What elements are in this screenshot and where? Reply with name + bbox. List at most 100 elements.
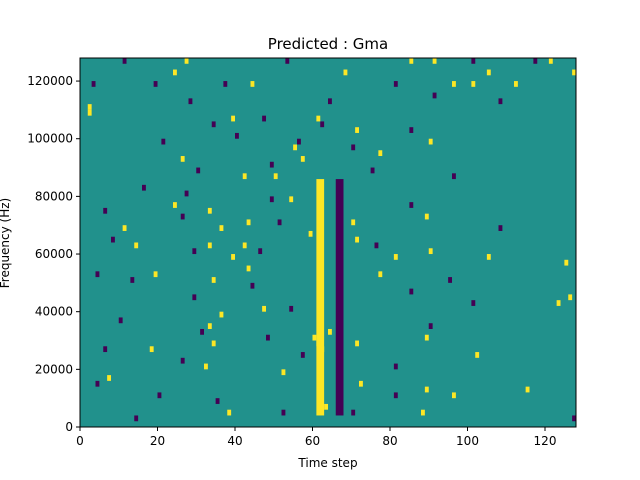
heatmap-cell-low	[142, 184, 146, 191]
heatmap-cell-low	[192, 294, 197, 301]
heatmap-cell-low	[498, 98, 503, 105]
heatmap-cell-low	[122, 58, 127, 64]
heatmap-cell-high	[227, 409, 232, 416]
heatmap-cell-low	[111, 236, 115, 243]
x-tick-label: 40	[227, 434, 242, 448]
x-tick-label: 100	[456, 434, 479, 448]
heatmap-cell-high	[250, 81, 255, 87]
heatmap-cell-high	[556, 300, 561, 306]
heatmap-cell-high	[324, 403, 329, 410]
heatmap-cell-high	[548, 58, 553, 64]
heatmap-cell-high	[486, 69, 491, 76]
heatmap-cell-high	[320, 346, 325, 353]
x-tick-label: 80	[382, 434, 397, 448]
heatmap-cell-high	[246, 265, 251, 272]
heatmap-cell-low	[428, 323, 433, 329]
heatmap-cell-high	[308, 230, 313, 237]
y-tick-label: 60000	[35, 247, 73, 261]
heatmap-cell-low	[130, 277, 135, 283]
heatmap-cell-low	[409, 202, 414, 208]
heatmap-cell-high	[180, 156, 185, 162]
heatmap-cell-high	[409, 58, 414, 64]
heatmap-cell-low	[393, 81, 398, 87]
heatmap-cell-low	[409, 127, 414, 133]
heatmap-cell-high	[207, 207, 212, 214]
y-axis: 0 20000 40000 60000 80000 100000 120000	[27, 74, 80, 434]
heatmap-cell-low	[223, 81, 228, 87]
plot-frame	[79, 57, 577, 428]
chart-title: Predicted : Gma	[268, 35, 388, 53]
heatmap-cell-high	[424, 334, 429, 341]
heatmap-cell-low	[533, 58, 538, 64]
heatmap-cell-high	[273, 173, 278, 180]
heatmap-cell-low	[196, 167, 201, 174]
heatmap-cell-high	[316, 115, 321, 122]
heatmap-cell-low	[180, 213, 185, 220]
heatmap-cell-low	[432, 92, 437, 99]
heatmap-cell-high	[486, 254, 491, 260]
heatmap-cell-high	[393, 254, 398, 260]
heatmap-cell-low	[91, 81, 96, 87]
heatmap-cell-low	[289, 305, 294, 312]
heatmap-cell-low	[95, 271, 100, 278]
heatmap-cell-low	[300, 352, 305, 358]
y-axis-label: Frequency (Hz)	[0, 198, 12, 289]
heatmap-cell-low	[269, 161, 274, 168]
heatmap-cell-high	[153, 271, 158, 278]
heatmap-cell-high	[134, 242, 139, 249]
heatmap-cell-high	[421, 409, 425, 416]
heatmap-cell-high	[351, 219, 356, 226]
heatmap-cell-low	[572, 415, 577, 422]
x-tick-label: 120	[534, 434, 557, 448]
heatmap-cell-low	[297, 138, 301, 145]
heatmap-cell-high	[293, 144, 298, 151]
heatmap-cell-low	[285, 58, 290, 64]
heatmap-background	[80, 58, 576, 427]
heatmap-cell-high	[184, 58, 189, 64]
heatmap-cell-high	[207, 242, 212, 249]
y-tick-label: 100000	[27, 132, 73, 146]
heatmap-cell-high	[219, 225, 224, 231]
heatmap-cell-low	[370, 167, 375, 174]
heatmap-cell-low	[262, 115, 267, 122]
heatmap-band-high	[316, 179, 325, 416]
heatmap-cell-high	[312, 334, 317, 341]
plot-area	[79, 57, 577, 428]
y-tick-label: 80000	[35, 189, 73, 203]
heatmap-cell-high	[262, 305, 267, 312]
heatmap-cell-high	[424, 213, 429, 220]
heatmap-cell-low	[180, 357, 185, 364]
heatmap-cell-high	[173, 202, 177, 208]
heatmap-cell-high	[281, 369, 286, 376]
heatmap-cell-high	[122, 225, 127, 231]
heatmap-cell-high	[211, 277, 216, 283]
y-tick-label: 40000	[35, 305, 73, 319]
y-tick-label: 0	[65, 420, 73, 434]
heatmap-band-low	[335, 179, 344, 416]
heatmap-cell-high	[246, 219, 251, 226]
heatmap-cell-high	[525, 386, 530, 393]
heatmap-cell-low	[250, 282, 255, 289]
heatmap-cell-low	[471, 58, 476, 64]
heatmap-cell-high	[428, 248, 433, 255]
heatmap-cell-high	[107, 375, 112, 381]
heatmap-cell-high	[355, 236, 360, 243]
heatmap-cell-high	[316, 340, 321, 347]
heatmap-cells	[87, 58, 577, 422]
heatmap-cell-high	[87, 109, 92, 116]
heatmap-cell-high	[219, 311, 224, 318]
heatmap-cell-low	[281, 409, 286, 416]
heatmap-cell-high	[355, 127, 360, 133]
x-tick-label: 60	[305, 434, 320, 448]
heatmap-cell-high	[432, 58, 437, 64]
heatmap-cell-high	[242, 173, 247, 180]
heatmap-cell-high	[207, 323, 212, 329]
x-tick-label: 20	[150, 434, 165, 448]
heatmap-cell-high	[355, 340, 360, 347]
heatmap-cell-high	[568, 294, 573, 301]
heatmap-cell-low	[393, 392, 398, 399]
heatmap-cell-low	[277, 219, 282, 226]
heatmap-cell-high	[471, 81, 476, 87]
heatmap-cell-high	[572, 69, 577, 76]
